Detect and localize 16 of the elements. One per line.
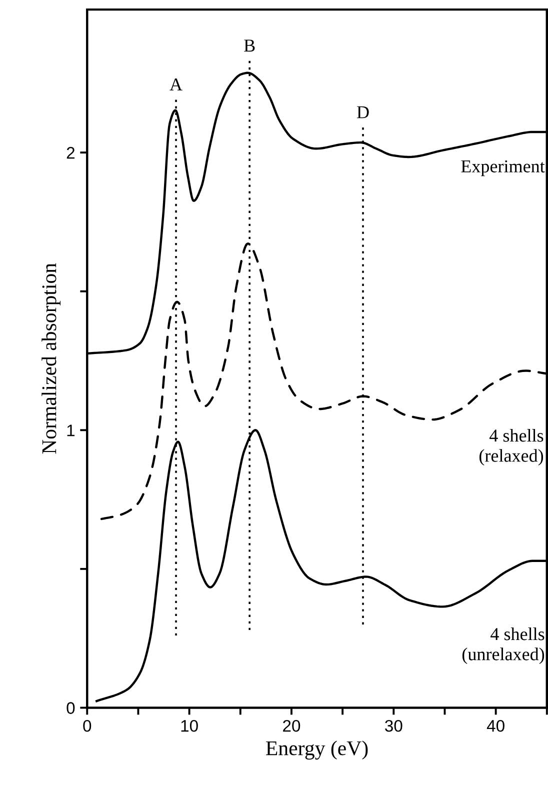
x-axis-title: Energy (eV) — [266, 740, 368, 760]
annotation: D — [356, 106, 369, 118]
y-axis-title: Normalized absorption — [42, 263, 61, 454]
x-tick-label: 0 — [83, 720, 92, 732]
x-tick-label: 40 — [486, 720, 504, 732]
annotation: A — [170, 78, 182, 90]
y-tick-label: 2 — [66, 146, 74, 159]
y-tick-label: 1 — [67, 424, 75, 436]
series-label: 4 shells (relaxed) — [479, 429, 544, 466]
y-tick-label: 0 — [66, 702, 75, 714]
series-label: Experiment — [461, 160, 545, 176]
series-label: 4 shells (unrelaxed) — [462, 628, 544, 664]
x-tick-label: 10 — [181, 720, 198, 732]
annotation: B — [244, 40, 255, 52]
x-tick-label: 30 — [385, 720, 402, 732]
x-tick-label: 20 — [283, 720, 300, 732]
